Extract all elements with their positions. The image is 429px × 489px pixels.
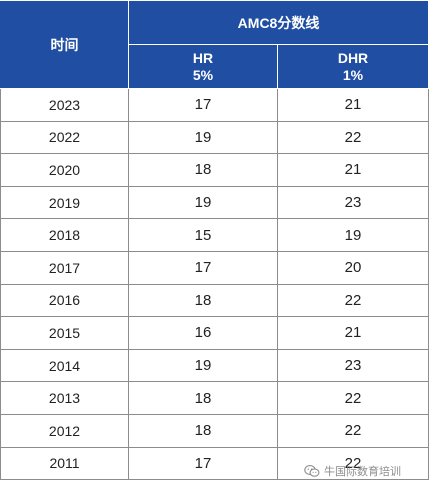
table-row: 2011 17 22 xyxy=(0,446,429,481)
dhr-cell: 19 xyxy=(276,218,429,252)
year-cell: 2023 xyxy=(0,88,129,122)
table-row: 2023 17 21 xyxy=(0,88,429,122)
year-cell: 2012 xyxy=(0,413,129,448)
year-cell: 2017 xyxy=(0,250,129,285)
table-row: 2019 19 23 xyxy=(0,185,429,220)
dhr-cell: 23 xyxy=(276,348,429,383)
amc8-score-group-header: AMC8分数线 xyxy=(127,0,429,45)
hr-cell: 16 xyxy=(128,316,278,350)
dhr-cell: 21 xyxy=(276,316,429,350)
year-cell: 2013 xyxy=(0,381,129,415)
dhr-label: DHR xyxy=(337,49,369,66)
dhr-cell: 22 xyxy=(276,446,429,481)
hr-percent: 5% xyxy=(192,66,214,83)
table-row: 2015 16 21 xyxy=(0,316,429,350)
year-cell: 2020 xyxy=(0,153,129,187)
dhr-cell: 20 xyxy=(276,250,429,285)
hr-cell: 17 xyxy=(128,250,278,285)
hr-cell: 17 xyxy=(128,88,278,122)
time-column-header: 时间 xyxy=(0,0,129,89)
hr-cell: 19 xyxy=(128,120,278,155)
hr-column-header: HR 5% xyxy=(128,44,278,89)
table-row: 2018 15 19 xyxy=(0,218,429,252)
hr-label: HR xyxy=(192,49,214,66)
dhr-cell: 22 xyxy=(276,283,429,318)
table-row: 2017 17 20 xyxy=(0,250,429,285)
dhr-cell: 22 xyxy=(276,120,429,155)
hr-cell: 18 xyxy=(128,413,278,448)
year-cell: 2015 xyxy=(0,316,129,350)
dhr-cell: 22 xyxy=(276,413,429,448)
year-cell: 2019 xyxy=(0,185,129,220)
hr-cell: 19 xyxy=(128,185,278,220)
hr-cell: 15 xyxy=(128,218,278,252)
wechat-icon xyxy=(304,464,320,478)
table-row: 2016 18 22 xyxy=(0,283,429,318)
table-row: 2022 19 22 xyxy=(0,120,429,155)
year-cell: 2016 xyxy=(0,283,129,318)
watermark-text: 牛国际数育培训 xyxy=(324,466,401,478)
dhr-cell: 23 xyxy=(276,185,429,220)
hr-cell: 18 xyxy=(128,153,278,187)
table-row: 2012 18 22 xyxy=(0,413,429,448)
dhr-percent: 1% xyxy=(342,66,364,83)
hr-cell: 19 xyxy=(128,348,278,383)
dhr-cell: 22 xyxy=(276,381,429,415)
year-cell: 2011 xyxy=(0,446,129,481)
dhr-column-header: DHR 1% xyxy=(276,44,429,89)
year-cell: 2014 xyxy=(0,348,129,383)
hr-cell: 18 xyxy=(128,381,278,415)
table-row: 2013 18 22 xyxy=(0,381,429,415)
watermark: 牛国际数育培训 xyxy=(304,462,426,480)
year-cell: 2018 xyxy=(0,218,129,252)
table-row: 2014 19 23 xyxy=(0,348,429,383)
dhr-cell: 21 xyxy=(276,153,429,187)
hr-cell: 18 xyxy=(128,283,278,318)
dhr-cell: 21 xyxy=(276,88,429,122)
table-row: 2020 18 21 xyxy=(0,153,429,187)
hr-cell: 17 xyxy=(128,446,278,481)
year-cell: 2022 xyxy=(0,120,129,155)
